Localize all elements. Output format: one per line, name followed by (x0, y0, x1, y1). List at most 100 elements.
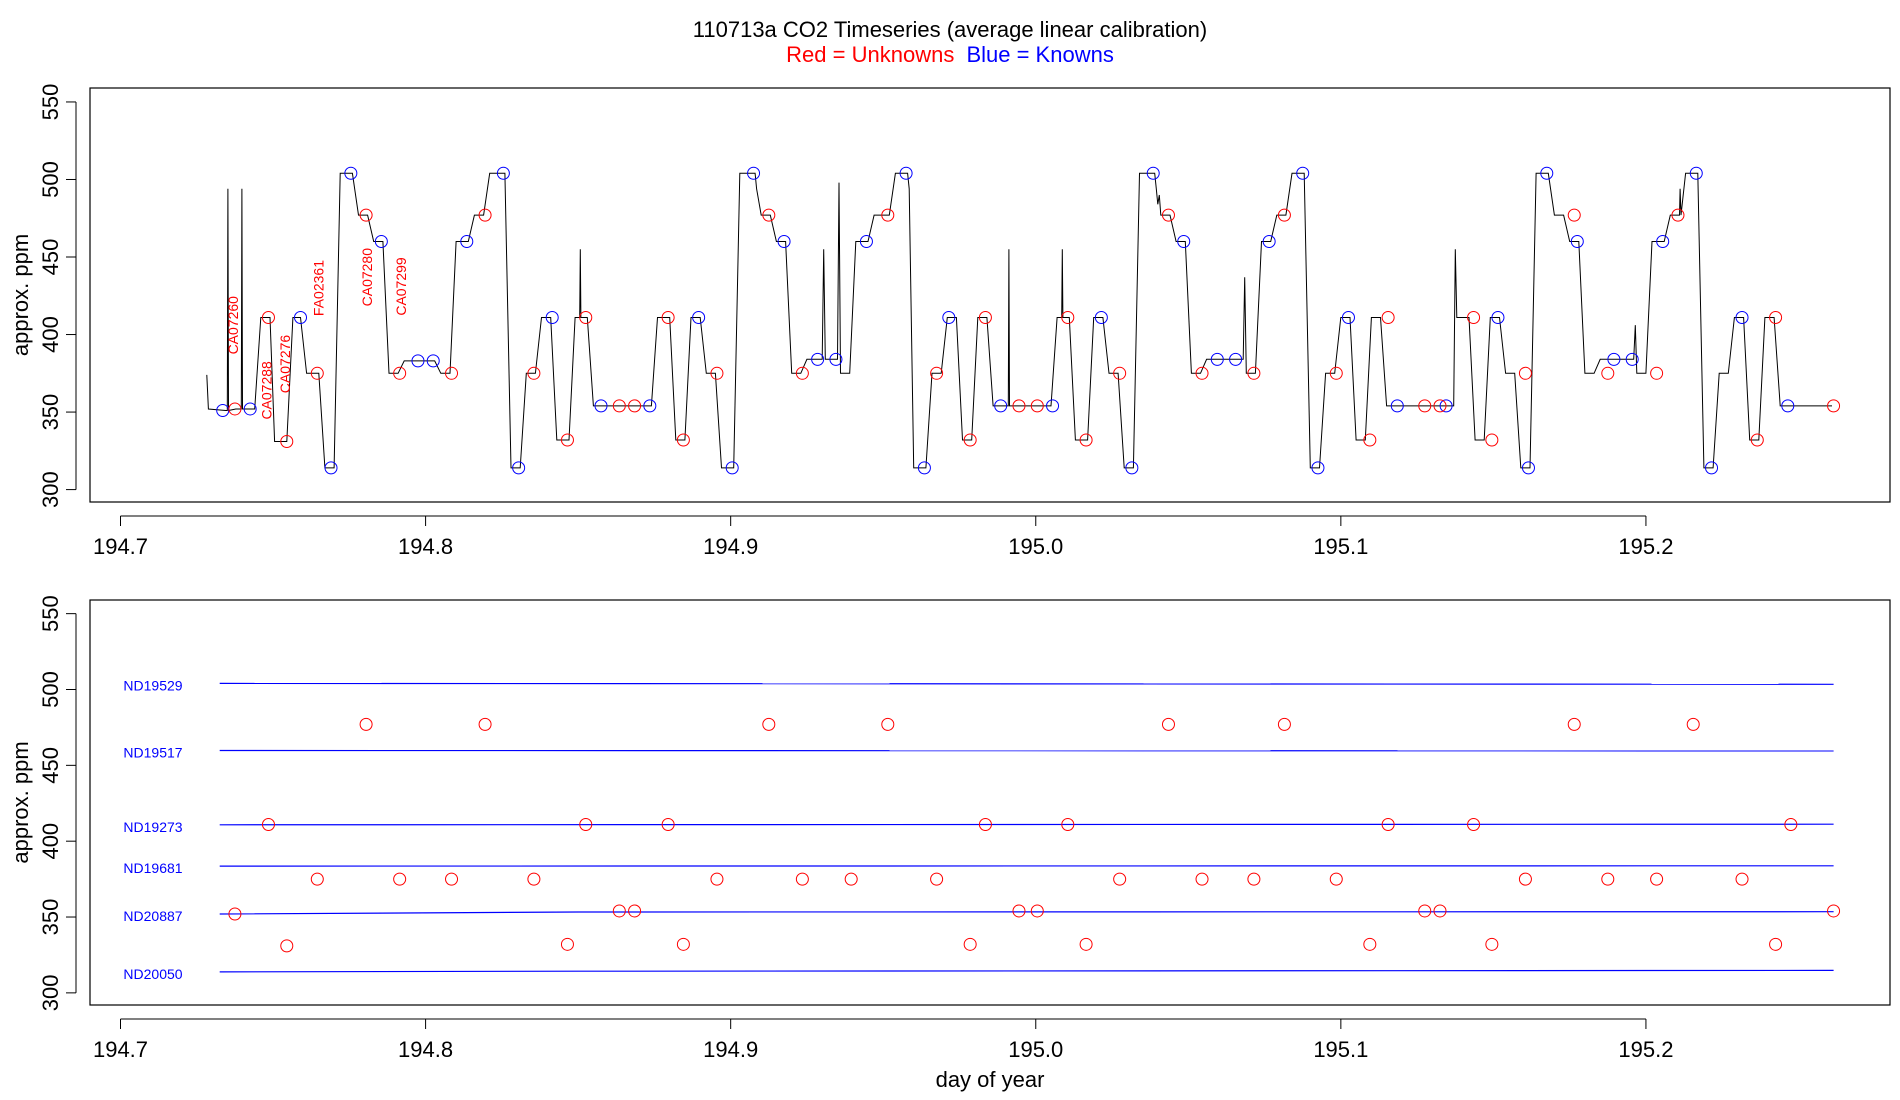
known-point (411, 354, 425, 368)
known-point (917, 461, 931, 475)
x-tick-label: 194.8 (398, 1037, 453, 1062)
x-tick-label: 195.0 (1008, 1037, 1063, 1062)
unknown-point (710, 872, 724, 886)
unknown-point (1467, 817, 1481, 831)
x-axis-label: day of year (936, 1067, 1045, 1092)
unknown-point (1195, 366, 1209, 380)
known-point (426, 354, 440, 368)
known-point (1540, 166, 1554, 180)
unknown-point (579, 310, 593, 324)
known-point (243, 402, 257, 416)
unknown-point (1601, 872, 1615, 886)
co2-trace-line (206, 172, 1832, 469)
annotation-ca07288: CA07288 (259, 361, 275, 420)
unknown-point (1363, 433, 1377, 447)
unknown-point (1686, 717, 1700, 731)
unknown-point (930, 366, 944, 380)
unknown-point (1485, 937, 1499, 951)
unknown-point (579, 817, 593, 831)
unknown-point (1161, 208, 1175, 222)
known-point (1607, 352, 1621, 366)
unknown-point (844, 872, 858, 886)
known-point (594, 399, 608, 413)
unknown-point (445, 872, 459, 886)
known-point (512, 461, 526, 475)
known-point (829, 352, 843, 366)
known-point (294, 310, 308, 324)
known-point (1311, 461, 1325, 475)
known-point (994, 399, 1008, 413)
known-point (1705, 461, 1719, 475)
known-point (460, 235, 474, 249)
unknown-point (963, 937, 977, 951)
annotation-ca07280: CA07280 (359, 248, 375, 307)
x-tick-label: 194.8 (398, 534, 453, 559)
unknown-point (1113, 366, 1127, 380)
unknown-point (310, 366, 324, 380)
unknown-point (560, 937, 574, 951)
unknown-point (228, 907, 242, 921)
unknown-point (228, 402, 242, 416)
known-point (344, 166, 358, 180)
known-point (725, 461, 739, 475)
known-point (942, 310, 956, 324)
y-tick-label: 450 (38, 747, 63, 784)
known-point (374, 235, 388, 249)
known-point (1781, 399, 1795, 413)
unknown-point (676, 937, 690, 951)
unknown-point (261, 310, 275, 324)
known-point (1341, 310, 1355, 324)
known-point (1229, 352, 1243, 366)
unknown-point (1784, 817, 1798, 831)
known-point (1656, 235, 1670, 249)
known-point (1125, 461, 1139, 475)
y-tick-label: 350 (38, 394, 63, 431)
bottom-panel: 300 350 400 450 500 550 194.7 194.8 194.9 195.0 19… (8, 595, 1891, 1092)
unknown-point (1061, 817, 1075, 831)
unknown-point (1467, 310, 1481, 324)
x-tick-label: 195.2 (1618, 1037, 1673, 1062)
unknown-point (280, 939, 294, 953)
unknown-point (261, 817, 275, 831)
plot-frame (89, 599, 1891, 1006)
unknown-point (676, 433, 690, 447)
unknown-point (527, 872, 541, 886)
y-tick-label: 400 (38, 823, 63, 860)
unknown-point (795, 366, 809, 380)
unknown-point (1433, 399, 1447, 413)
unknown-point (1485, 433, 1499, 447)
known-point (692, 310, 706, 324)
x-tick-label: 194.7 (93, 534, 148, 559)
unknown-point (1650, 366, 1664, 380)
unknown-point (661, 817, 675, 831)
known-point (496, 166, 510, 180)
unknown-point (1247, 872, 1261, 886)
unknown-point (527, 366, 541, 380)
known-point (1625, 352, 1639, 366)
unknown-point (628, 399, 642, 413)
unknown-point (1030, 904, 1044, 918)
unknown-point (963, 433, 977, 447)
known-point (545, 310, 559, 324)
y-tick-label: 550 (38, 595, 63, 632)
unknown-point (612, 904, 626, 918)
subtitle-red-legend: Red = Unknowns (786, 42, 954, 67)
unknown-point (1518, 366, 1532, 380)
unknown-point (560, 433, 574, 447)
known-point (1296, 166, 1310, 180)
y-tick-label: 400 (38, 316, 63, 353)
unknown-point (881, 208, 895, 222)
known-point (1094, 310, 1108, 324)
unknown-point (1381, 817, 1395, 831)
unknown-point (762, 717, 776, 731)
unknown-point (1750, 433, 1764, 447)
known-point (859, 235, 873, 249)
unknown-point (795, 872, 809, 886)
unknown-point (1671, 208, 1685, 222)
unknown-point (1329, 366, 1343, 380)
known-point (1262, 235, 1276, 249)
x-tick-label: 195.2 (1618, 534, 1673, 559)
known-point (1570, 235, 1584, 249)
unknown-point (1601, 366, 1615, 380)
